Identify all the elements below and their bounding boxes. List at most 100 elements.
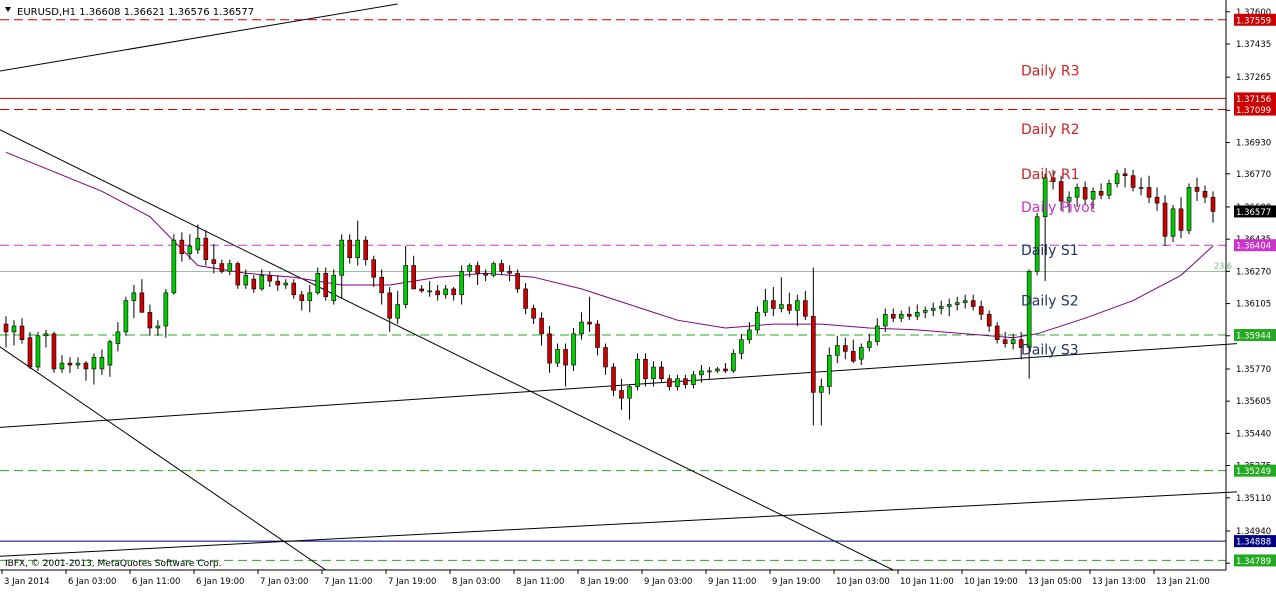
candle — [938, 300, 944, 315]
candle — [355, 220, 361, 266]
candle-body — [595, 323, 600, 348]
candles — [3, 167, 1216, 426]
candle — [763, 288, 768, 317]
candle — [427, 281, 432, 297]
candle-body — [307, 292, 313, 301]
level-label: Daily S1 — [1021, 243, 1079, 259]
candle-body — [611, 366, 616, 391]
candle-body — [523, 288, 528, 309]
candle — [643, 353, 648, 387]
candle — [779, 277, 784, 313]
candle-body — [139, 292, 145, 313]
candle-body — [691, 374, 696, 385]
candle-body — [43, 333, 49, 337]
candle — [395, 290, 400, 325]
candle-body — [147, 312, 153, 329]
candle — [459, 265, 464, 305]
triangle-down-icon[interactable] — [5, 7, 11, 12]
candle-body — [323, 273, 329, 298]
level-label: Daily S3 — [1021, 342, 1079, 358]
time-tick-label: 13 Jan 05:00 — [1028, 577, 1082, 587]
candle — [843, 337, 848, 360]
candle-body — [3, 323, 9, 333]
candle — [35, 331, 41, 371]
candle — [419, 285, 424, 293]
candle-body — [882, 314, 888, 327]
price-tag-label: 1.34789 — [1236, 557, 1271, 567]
candle-body — [347, 239, 353, 258]
candle-body — [747, 329, 752, 340]
candle — [19, 318, 25, 344]
candle-body — [115, 331, 121, 344]
price-tick-label: 1.35110 — [1236, 494, 1271, 504]
candle-body — [1130, 175, 1136, 188]
price-tick-label: 1.37265 — [1236, 73, 1271, 83]
price-tag-label: 1.34888 — [1236, 538, 1271, 548]
time-tick-label: 6 Jan 03:00 — [68, 577, 116, 587]
candle — [339, 234, 345, 299]
candle-body — [35, 335, 41, 368]
candle — [187, 234, 193, 260]
trendline — [0, 346, 327, 571]
candle-body — [67, 362, 73, 366]
candle-body — [1106, 183, 1112, 196]
candle-body — [283, 282, 289, 286]
candle — [1194, 177, 1200, 202]
candle — [739, 333, 744, 360]
candle-body — [1138, 187, 1144, 189]
candle-body — [579, 321, 584, 335]
candle — [1122, 167, 1128, 188]
candle — [75, 357, 81, 369]
candle-body — [627, 386, 632, 399]
candle — [83, 361, 89, 381]
candle-body — [587, 321, 592, 325]
candle — [451, 286, 456, 301]
price-tag-box — [1234, 328, 1276, 341]
candle-body — [435, 290, 440, 296]
candle — [243, 269, 249, 289]
candle-body — [19, 325, 25, 340]
candle-body — [914, 312, 920, 317]
candle — [787, 292, 792, 315]
candle-body — [1194, 187, 1200, 192]
candle-body — [315, 273, 321, 294]
candle — [699, 365, 704, 383]
candle — [571, 327, 576, 371]
candle — [858, 343, 864, 366]
candle-body — [1114, 173, 1120, 184]
candle-body — [763, 300, 768, 313]
candle-body — [483, 273, 488, 276]
level-label: Daily Pivot — [1021, 200, 1096, 216]
candle-body — [866, 341, 872, 348]
candle-body — [771, 300, 776, 309]
trendlines[interactable] — [0, 3, 1238, 571]
candle — [579, 312, 584, 340]
candle-body — [371, 259, 376, 278]
candle-body — [155, 325, 161, 329]
candle — [555, 343, 560, 368]
candle — [667, 374, 672, 391]
candle-body — [1042, 177, 1048, 218]
time-tick-label: 6 Jan 19:00 — [196, 577, 244, 587]
time-tick-label: 9 Jan 11:00 — [708, 577, 756, 587]
candle — [890, 308, 896, 323]
price-tag-box — [1234, 535, 1276, 548]
candle-body — [1170, 208, 1176, 237]
candle — [603, 343, 608, 375]
candle-body — [1186, 187, 1192, 231]
candle-body — [467, 265, 472, 272]
trendline — [0, 491, 1238, 557]
candle-body — [571, 333, 576, 366]
candle-body — [1066, 196, 1072, 202]
price-tick-label: 1.36770 — [1236, 170, 1271, 180]
candle-body — [243, 274, 249, 286]
candle — [235, 261, 241, 289]
candle-body — [962, 300, 968, 303]
candle — [379, 269, 384, 305]
candle-body — [946, 304, 952, 307]
candle-body — [978, 306, 984, 315]
candle — [651, 361, 656, 387]
